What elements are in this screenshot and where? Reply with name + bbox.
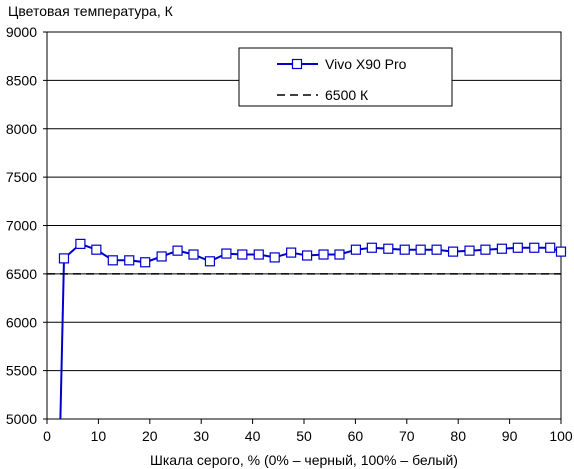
x-axis-tick-labels: 0 10 20 30 40 50 60 70 80 90 100 [43, 428, 573, 444]
x-axis-title: Шкала серого, % (0% – черный, 100% – бел… [150, 452, 458, 468]
data-point [529, 242, 540, 253]
data-point [383, 243, 394, 254]
data-point [480, 244, 491, 255]
y-tick-label: 8000 [6, 121, 37, 137]
data-point [301, 250, 313, 261]
x-tick-label: 0 [43, 428, 51, 444]
y-tick-label: 7500 [6, 169, 37, 185]
data-point [124, 255, 135, 266]
data-point [221, 248, 232, 259]
chart-title: Цветовая температура, К [8, 3, 174, 19]
data-point [545, 242, 556, 253]
data-point [140, 257, 151, 268]
x-tick-label: 80 [450, 428, 466, 444]
legend-marker-vivo-x90-pro [291, 58, 303, 70]
x-tick-label: 90 [502, 428, 518, 444]
y-axis-tick-labels: 5000 5500 6000 6500 7000 7500 8000 8500 9000 [6, 24, 37, 427]
data-point [318, 249, 329, 260]
data-point [75, 238, 86, 249]
y-tick-label: 5500 [6, 363, 37, 379]
data-point [269, 252, 280, 263]
y-tick-label: 6000 [6, 314, 37, 330]
y-tick-label: 6500 [6, 266, 37, 282]
data-point [107, 255, 118, 266]
data-point [399, 244, 410, 255]
data-point [286, 247, 297, 258]
x-tick-label: 40 [245, 428, 261, 444]
data-point [237, 249, 248, 260]
legend-box [238, 47, 453, 107]
series-layer [47, 238, 567, 420]
data-point [253, 249, 264, 260]
data-point [156, 251, 167, 262]
x-tick-label: 30 [193, 428, 209, 444]
data-point [512, 242, 523, 253]
legend: Vivo X90 Pro 6500 К [238, 47, 453, 107]
data-point [188, 249, 199, 260]
x-tick-label: 20 [142, 428, 158, 444]
y-tick-label: 8500 [6, 72, 37, 88]
data-point [555, 246, 567, 257]
x-tick-label: 10 [91, 428, 107, 444]
data-point [334, 249, 345, 260]
y-tick-label: 9000 [6, 24, 37, 40]
x-tick-label: 60 [348, 428, 364, 444]
data-point [431, 244, 442, 255]
legend-label-vivo-x90-pro: Vivo X90 Pro [325, 56, 407, 72]
x-axis-ticks [46, 419, 562, 424]
series-line-0 [59, 242, 562, 420]
legend-label-6500k: 6500 К [325, 87, 369, 103]
data-point [172, 245, 183, 256]
data-point [350, 244, 362, 255]
data-point [447, 246, 459, 257]
y-tick-label: 7000 [6, 218, 37, 234]
x-tick-label: 70 [399, 428, 415, 444]
data-point [415, 244, 426, 255]
data-point [496, 243, 507, 254]
y-tick-label: 5000 [6, 411, 37, 427]
x-tick-label: 50 [296, 428, 312, 444]
data-point [204, 256, 216, 267]
data-point [58, 253, 70, 264]
data-point [91, 244, 102, 255]
data-point [464, 245, 475, 256]
x-tick-label: 100 [549, 428, 573, 444]
data-point [366, 242, 377, 253]
y-axis-ticks [43, 31, 47, 420]
